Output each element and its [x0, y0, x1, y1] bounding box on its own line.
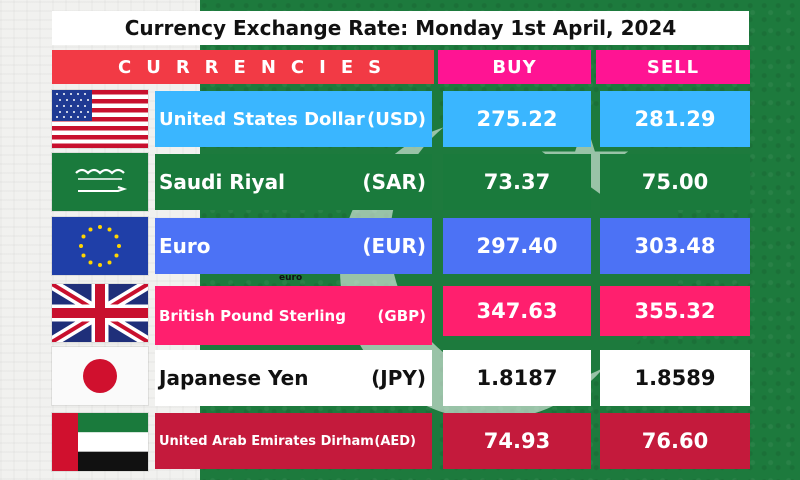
currency-code: (GBP) — [377, 306, 426, 325]
row-eur-name-cell: Euro (EUR) — [155, 218, 432, 274]
currency-code: (USD) — [367, 108, 426, 130]
currencies-header: CURRENCIES — [52, 50, 434, 84]
uae-flag-icon — [52, 413, 148, 471]
row-usd-name-cell: United States Dollar (USD) — [155, 91, 432, 147]
buy-header: BUY — [438, 50, 591, 84]
currency-code: (EUR) — [362, 234, 426, 258]
page-title: Currency Exchange Rate: Monday 1st April… — [52, 11, 749, 45]
us-flag-icon — [52, 90, 148, 148]
eur-buy-value: 297.40 — [443, 218, 591, 274]
saudi-flag-icon — [52, 153, 148, 211]
currency-code: (JPY) — [371, 366, 426, 390]
currency-name: Japanese Yen — [159, 366, 309, 390]
row-sar-name-cell: Saudi Riyal (SAR) — [155, 154, 432, 210]
currency-code: (AED) — [374, 433, 416, 449]
eu-flag-icon — [52, 217, 148, 275]
aed-sell-value: 76.60 — [600, 413, 750, 469]
euro-tag: euro — [279, 273, 303, 283]
usd-buy-value: 275.22 — [443, 91, 591, 147]
jpy-buy-value: 1.8187 — [443, 350, 591, 406]
row-aed-name-cell: United Arab Emirates Dirham (AED) — [155, 413, 432, 469]
jpy-sell-value: 1.8589 — [600, 350, 750, 406]
currency-name: Euro — [159, 234, 211, 258]
currency-name: United States Dollar — [159, 108, 365, 130]
gbp-sell-value: 355.32 — [600, 286, 750, 336]
aed-buy-value: 74.93 — [443, 413, 591, 469]
gbp-buy-value: 347.63 — [443, 286, 591, 336]
sar-buy-value: 73.37 — [443, 154, 591, 210]
currency-code: (SAR) — [362, 170, 426, 194]
japan-flag-icon — [52, 347, 148, 405]
sell-header: SELL — [596, 50, 750, 84]
uk-flag-icon — [52, 284, 148, 342]
eur-sell-value: 303.48 — [600, 218, 750, 274]
sar-sell-value: 75.00 — [600, 154, 750, 210]
currency-name: Saudi Riyal — [159, 170, 285, 194]
currency-name: British Pound Sterling — [159, 306, 346, 325]
usd-sell-value: 281.29 — [600, 91, 750, 147]
row-jpy-name-cell: Japanese Yen (JPY) — [155, 350, 432, 406]
currency-name: United Arab Emirates Dirham — [159, 433, 374, 449]
row-gbp-name-cell: British Pound Sterling (GBP) — [155, 286, 432, 345]
